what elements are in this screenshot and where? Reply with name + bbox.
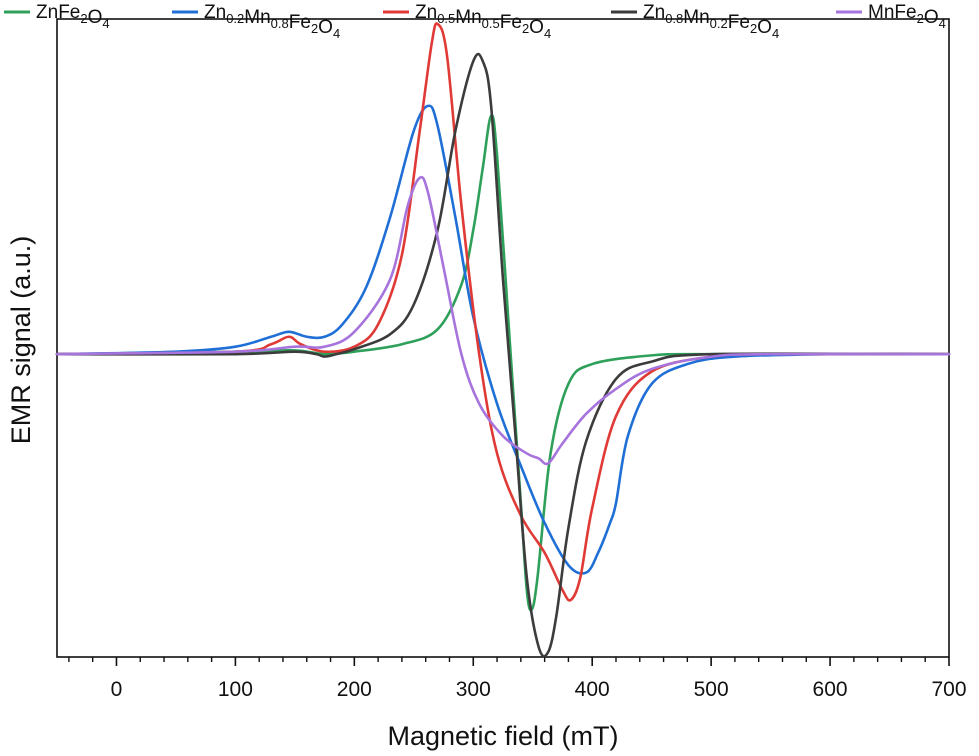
x-tick-label: 0 [111,678,123,701]
x-axis: 0 100 200 300 400 500 600 700 [68,657,967,701]
series-line-2 [55,104,951,575]
series-layer [55,22,951,658]
legend-label-1: ZnFe2O4 [36,2,110,31]
series-line-5 [55,175,951,466]
x-tick-label: 700 [931,678,966,701]
legend-label-4: Zn0.8Mn0.2Fe2O4 [643,2,779,41]
y-axis-title: EMR signal (a.u.) [6,236,36,445]
x-tick-label: 600 [813,678,848,701]
legend-label-5: MnFe2O4 [868,2,946,31]
x-tick-label: 500 [694,678,729,701]
x-tick-label: 300 [456,678,491,701]
legend: ZnFe2O4 Zn0.2Mn0.8Fe2O4 Zn0.5Mn0.5Fe2O4 Zn0… [4,2,946,41]
x-tick-label: 100 [218,678,253,701]
x-tick-label: 200 [337,678,372,701]
series-line-3 [55,22,951,602]
series-line-4 [55,52,951,658]
legend-label-2: Zn0.2Mn0.8Fe2O4 [204,2,340,41]
series-line-1 [55,114,951,612]
x-axis-title: Magnetic field (mT) [387,721,618,751]
plot-frame [56,18,950,658]
legend-label-3: Zn0.5Mn0.5Fe2O4 [415,2,551,41]
x-tick-label: 400 [575,678,610,701]
